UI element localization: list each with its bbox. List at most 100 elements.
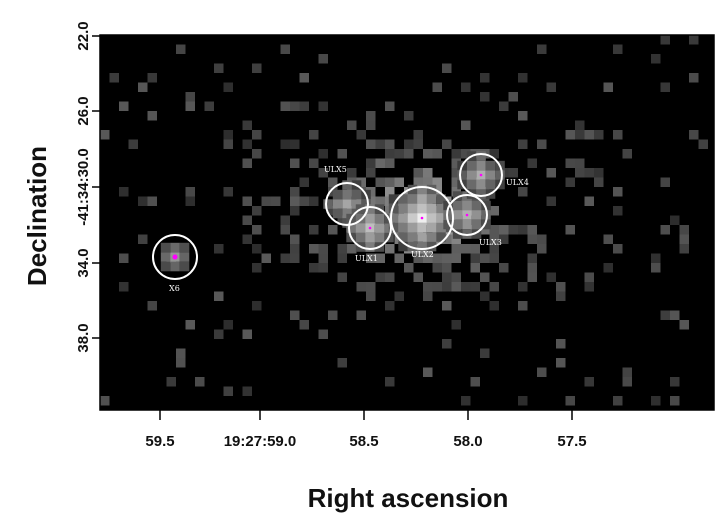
core-pixel xyxy=(471,229,482,239)
core-pixel xyxy=(426,194,437,204)
pixel xyxy=(347,244,357,254)
pixel xyxy=(489,253,499,263)
core-pixel xyxy=(452,219,463,230)
pixel xyxy=(318,54,328,64)
pixel xyxy=(670,377,680,387)
pixel xyxy=(480,291,490,301)
pixel xyxy=(423,149,433,159)
core-pixel xyxy=(481,200,491,211)
pixel xyxy=(318,329,328,339)
pixel xyxy=(575,130,585,140)
pixel xyxy=(242,120,252,130)
core-pixel xyxy=(407,213,418,223)
pixel xyxy=(309,244,319,254)
pixel xyxy=(366,139,376,149)
pixel xyxy=(584,272,594,282)
pixel xyxy=(651,253,661,263)
pixel xyxy=(442,339,452,349)
pixel xyxy=(299,101,309,111)
pixel xyxy=(223,187,233,197)
pixel xyxy=(575,168,585,178)
pixel xyxy=(366,158,376,168)
pixel xyxy=(309,130,319,140)
pixel xyxy=(651,396,661,406)
pixel xyxy=(480,225,490,235)
core-pixel xyxy=(462,219,472,230)
pixel xyxy=(584,168,594,178)
source-label-ulx5: ULX5 xyxy=(324,165,347,174)
pixel xyxy=(119,253,129,263)
source-label-ulx3: ULX3 xyxy=(479,238,502,247)
pixel xyxy=(565,177,575,187)
pixel xyxy=(622,149,632,159)
core-pixel xyxy=(374,223,385,233)
pixel xyxy=(271,196,281,206)
core-pixel xyxy=(436,232,446,242)
y-tick-label: 38.0 xyxy=(75,323,92,352)
core-pixel xyxy=(323,199,333,209)
pixel xyxy=(660,310,670,320)
pixel xyxy=(318,149,328,159)
pixel xyxy=(518,396,528,406)
pixel xyxy=(185,101,195,111)
pixel xyxy=(299,320,309,330)
y-tick-label: 26.0 xyxy=(75,96,92,125)
pixel xyxy=(337,272,347,282)
pixel xyxy=(537,44,547,54)
pixel xyxy=(261,253,271,263)
core-pixel xyxy=(361,199,371,209)
pixel xyxy=(432,253,442,263)
pixel xyxy=(518,301,528,311)
pixel xyxy=(537,244,547,254)
pixel xyxy=(461,282,471,292)
pixel xyxy=(527,263,537,273)
pixel xyxy=(423,291,433,301)
source-marker-x6 xyxy=(172,254,178,260)
pixel xyxy=(176,44,186,54)
y-axis: 22.0 26.0 -41:34:30.0 34.0 38.0 xyxy=(75,21,100,353)
core-pixel xyxy=(476,160,486,171)
core-pixel xyxy=(332,208,343,219)
core-pixel xyxy=(485,179,496,190)
pixel xyxy=(413,130,423,140)
pixel xyxy=(375,196,385,206)
pixel xyxy=(651,263,661,273)
pixel xyxy=(679,320,689,330)
pixel xyxy=(660,35,670,45)
pixel xyxy=(185,320,195,330)
pixel xyxy=(138,196,148,206)
pixel xyxy=(385,301,395,311)
region-circle-ulx5 xyxy=(325,182,369,226)
pixel xyxy=(214,329,224,339)
core-pixel xyxy=(407,184,418,195)
pixel xyxy=(508,92,518,102)
pixel xyxy=(119,187,129,197)
pixel xyxy=(689,35,699,45)
pixel xyxy=(527,234,537,244)
pixel xyxy=(546,168,556,178)
pixel xyxy=(280,215,290,225)
pixel xyxy=(404,111,414,121)
pixel xyxy=(328,206,338,216)
pixel xyxy=(290,206,300,216)
pixel xyxy=(366,282,376,292)
pixel xyxy=(299,177,309,187)
pixel xyxy=(252,263,262,273)
pixel xyxy=(413,253,423,263)
pixel xyxy=(214,244,224,254)
pixel xyxy=(423,177,433,187)
pixel xyxy=(242,139,252,149)
pixel xyxy=(423,367,433,377)
pixel xyxy=(280,139,290,149)
pixel xyxy=(223,320,233,330)
x-axis-title: Right ascension xyxy=(308,483,509,513)
core-pixel xyxy=(452,229,463,239)
pixel xyxy=(375,158,385,168)
core-pixel xyxy=(179,252,190,262)
core-pixel xyxy=(346,223,356,233)
pixel xyxy=(660,82,670,92)
core-pixel xyxy=(407,194,418,204)
core-pixel xyxy=(436,213,446,223)
core-pixel xyxy=(443,210,453,220)
pixel xyxy=(508,225,518,235)
